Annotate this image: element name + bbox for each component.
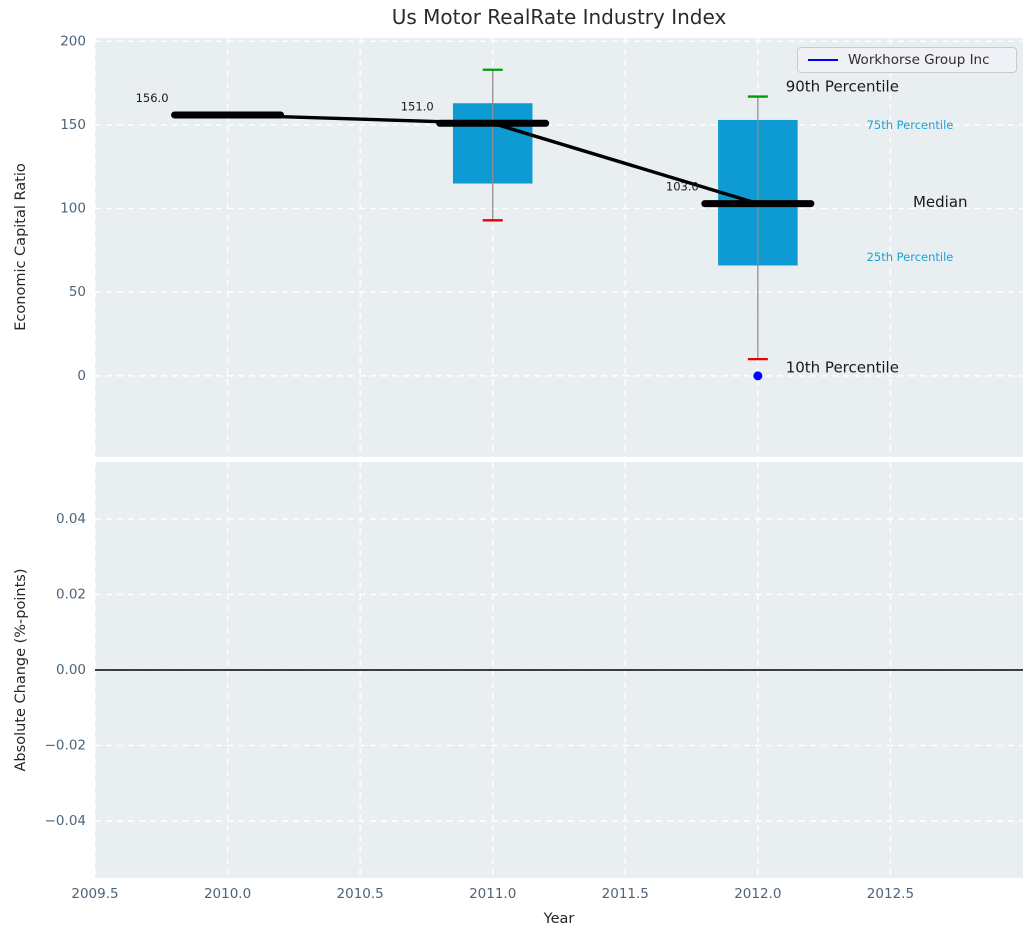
annotation-label: Median xyxy=(913,193,968,211)
x-tick-label: 2010.5 xyxy=(337,886,384,902)
bottom-y-axis-label: Absolute Change (%-points) xyxy=(13,568,29,772)
median-value-label-2012: 103.0 xyxy=(666,180,699,194)
plot-background-top xyxy=(95,38,1023,457)
legend-label: Workhorse Group Inc xyxy=(848,52,990,68)
x-tick-label: 2011.5 xyxy=(602,886,649,902)
company-point xyxy=(753,371,763,381)
x-tick-label: 2012.5 xyxy=(867,886,914,902)
y-tick-label: 50 xyxy=(69,284,86,300)
top-y-axis-label: Economic Capital Ratio xyxy=(13,163,29,331)
median-value-label-2010: 156.0 xyxy=(136,91,169,105)
median-value-label-2011: 151.0 xyxy=(401,99,434,113)
legend[interactable]: Workhorse Group Inc xyxy=(797,47,1017,73)
annotation-label: 75th Percentile xyxy=(867,118,954,132)
panel-top: 200 150 100 50 0 156.0 151.0 103.0 90th Percenti… xyxy=(60,33,1023,457)
y-tick-label: 0.00 xyxy=(56,662,86,678)
y-tick-label: 100 xyxy=(60,201,86,217)
y-tick-label: −0.04 xyxy=(45,813,86,829)
chart-title: Us Motor RealRate Industry Index xyxy=(391,5,727,29)
y-tick-label: 150 xyxy=(60,117,86,133)
x-tick-label: 2012.0 xyxy=(734,886,781,902)
x-tick-label: 2011.0 xyxy=(469,886,516,902)
y-tick-label: 0.04 xyxy=(56,511,86,527)
annotation-label: 10th Percentile xyxy=(786,359,899,377)
x-tick-label: 2009.5 xyxy=(71,886,118,902)
panel-bottom: 0.04 0.02 0.00 −0.02 −0.04 2009.5 2010.0 2010.5… xyxy=(45,462,1023,902)
annotation-label: 90th Percentile xyxy=(786,78,899,96)
y-tick-label: 0.02 xyxy=(56,587,86,603)
x-tick-label: 2010.0 xyxy=(204,886,251,902)
y-tick-label: 0 xyxy=(77,368,86,384)
x-axis-label: Year xyxy=(543,911,575,927)
annotation-label: 25th Percentile xyxy=(867,250,954,264)
y-tick-label: 200 xyxy=(60,33,86,49)
legend-line-swatch xyxy=(808,59,838,61)
y-tick-label: −0.02 xyxy=(45,737,86,753)
